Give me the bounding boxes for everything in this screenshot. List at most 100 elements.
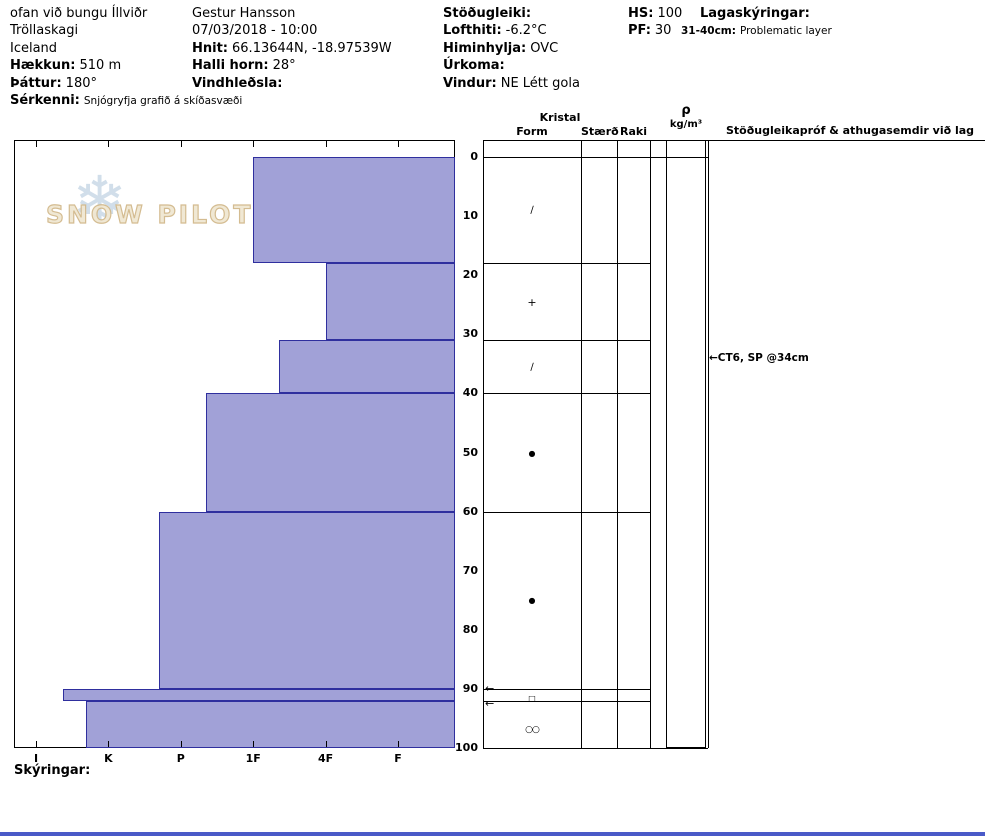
melt-forms-symbol: ○○ [525, 725, 540, 736]
ice-layer-symbol: □ [528, 693, 536, 703]
precipitation-label: Úrkoma: [443, 58, 505, 74]
depth-axis-label: 50 [462, 445, 478, 459]
country-text: Iceland [10, 40, 58, 56]
hardness-axis-label: 4F [318, 752, 334, 765]
header-location-column: ofan við bungu Íllviðr Tröllaskagi Icela… [10, 5, 242, 109]
pit-notes-row: Sérkenni: Snjógryfja grafið á skíðasvæði [10, 92, 242, 109]
layer-boundary-line [483, 393, 650, 395]
air-temp-label: Lofthiti: [443, 23, 502, 39]
header-weather-column: Stöðugleiki: Lofthiti: -6.2°C Himinhylja:… [443, 5, 580, 92]
hardness-axis-label: F [394, 752, 402, 765]
wind-loading-row: Vindhleðsla: [192, 75, 392, 92]
layer-notes-heading: Lagaskýringar: [681, 5, 832, 22]
wind-row: Vindur: NE Létt gola [443, 75, 580, 92]
coordinates-label: Hnit: [192, 40, 229, 56]
region-text: Tröllaskagi [10, 23, 79, 39]
hs-row: HS: 100 [628, 5, 682, 22]
decomposing-fragments-symbol: ∕ [530, 361, 534, 373]
density-column-header: ρ [681, 103, 691, 118]
stability-tests-column-header: Stöðugleikapróf & athugasemdir við lag [726, 124, 975, 137]
depth-axis-label: 80 [462, 622, 478, 636]
elevation-label: Hækkun: [10, 58, 76, 74]
bottom-window-strip [0, 832, 985, 836]
header-observer-column: Gestur Hansson 07/03/2018 - 10:00 Hnit: 6… [192, 5, 392, 92]
location-name: ofan við bungu Íllviðr [10, 5, 242, 22]
depth-axis-label: 20 [462, 268, 478, 282]
tests-column-left-divider [708, 140, 709, 748]
layer-boundary-line [483, 263, 650, 265]
density-unit-label: kg/m³ [669, 119, 703, 130]
hs-value: 100 [657, 6, 683, 21]
wind-label: Vindur: [443, 75, 497, 91]
wind-loading-label: Vindhleðsla: [192, 75, 283, 91]
region-name: Tröllaskagi [10, 22, 242, 39]
layer-notes-heading-text: Lagaskýringar: [700, 6, 810, 21]
depth-axis-label: 40 [462, 386, 478, 400]
thin-layer-pointer-arrow: ← [485, 681, 495, 695]
layer-note-row: 31-40cm: Problematic layer [681, 22, 832, 39]
rounded-grains-symbol: ● [528, 448, 536, 458]
depth-axis-label: 60 [462, 504, 478, 518]
pf-value: 30 [654, 23, 672, 39]
right-panel-top-rule [483, 140, 985, 141]
grain-size-column-header: Stærð [581, 125, 619, 138]
grain-form-column-header: Form [516, 125, 548, 138]
depth-axis-label: 0 [470, 150, 478, 163]
wind-value: NE Létt gola [500, 75, 580, 91]
form-column-left-divider [483, 140, 484, 748]
country-name: Iceland [10, 40, 242, 57]
header-snowdepth-column: HS: 100 PF: 30 [628, 5, 682, 40]
depth-axis-label: 90 [462, 681, 478, 695]
pit-notes-label: Sérkenni: [10, 92, 80, 108]
hardness-axis-label: K [104, 752, 113, 765]
snowflake-icon: ❄ [72, 162, 128, 239]
stability-test-annotation: ←CT6, SP @34cm [709, 351, 809, 364]
slope-angle-label: Halli horn: [192, 58, 269, 74]
pf-row: PF: 30 [628, 22, 682, 39]
precipitation-particles-symbol: + [527, 295, 537, 309]
coordinates-row: Hnit: 66.13644N, -18.97539W [192, 40, 392, 57]
hardness-profile-plot-frame [14, 140, 455, 748]
depth-axis-label: 30 [462, 327, 478, 341]
aspect-value: 180° [65, 75, 97, 91]
layer-boundary-line [483, 340, 650, 342]
sky-cover-label: Himinhylja: [443, 40, 527, 56]
legend-heading: Skýringar: [14, 763, 91, 778]
form-size-divider [581, 140, 582, 748]
slope-angle-value: 28° [272, 58, 296, 74]
layer-note-text: Problematic layer [739, 25, 832, 38]
air-temp-row: Lofthiti: -6.2°C [443, 22, 580, 39]
hardness-axis-label: 1F [245, 752, 261, 765]
thin-layer-pointer-arrow: ← [485, 696, 495, 710]
layer-boundary-line [483, 511, 650, 513]
moisture-column-header: Raki [620, 125, 647, 138]
pit-notes-value: Snjógryfja grafið á skíðasvæði [83, 94, 243, 107]
elevation-row: Hækkun: 510 m [10, 57, 242, 74]
observation-datetime: 07/03/2018 - 10:00 [192, 23, 318, 39]
depth-axis-label: 100 [455, 741, 478, 754]
moisture-column-right-divider [650, 140, 651, 748]
elevation-value: 510 m [79, 58, 122, 74]
observer-name: Gestur Hansson [192, 6, 296, 21]
layer-note-range: 31-40cm: [681, 25, 736, 38]
layer-boundary-line [483, 748, 708, 749]
crystal-group-header: Kristal [539, 111, 581, 124]
air-temp-value: -6.2°C [505, 23, 547, 39]
hardness-axis-label: P [176, 752, 185, 765]
depth-axis-label: 70 [462, 563, 478, 577]
layer-boundary-line [483, 700, 650, 702]
pf-label: PF: [628, 23, 651, 39]
precipitation-row: Úrkoma: [443, 57, 580, 74]
slope-angle-row: Halli horn: 28° [192, 57, 392, 74]
stability-row: Stöðugleiki: [443, 5, 580, 22]
sky-cover-value: OVC [530, 40, 559, 56]
aspect-label: Þáttur: [10, 75, 62, 91]
header-layer-notes-column: Lagaskýringar: 31-40cm: Problematic layer [681, 5, 832, 40]
decomposing-fragments-symbol: ∕ [530, 205, 534, 217]
hs-label: HS: [628, 6, 654, 21]
rounded-grains-symbol: ● [528, 596, 536, 606]
datetime-row: 07/03/2018 - 10:00 [192, 22, 392, 39]
aspect-row: Þáttur: 180° [10, 75, 242, 92]
size-moisture-divider [617, 140, 618, 748]
